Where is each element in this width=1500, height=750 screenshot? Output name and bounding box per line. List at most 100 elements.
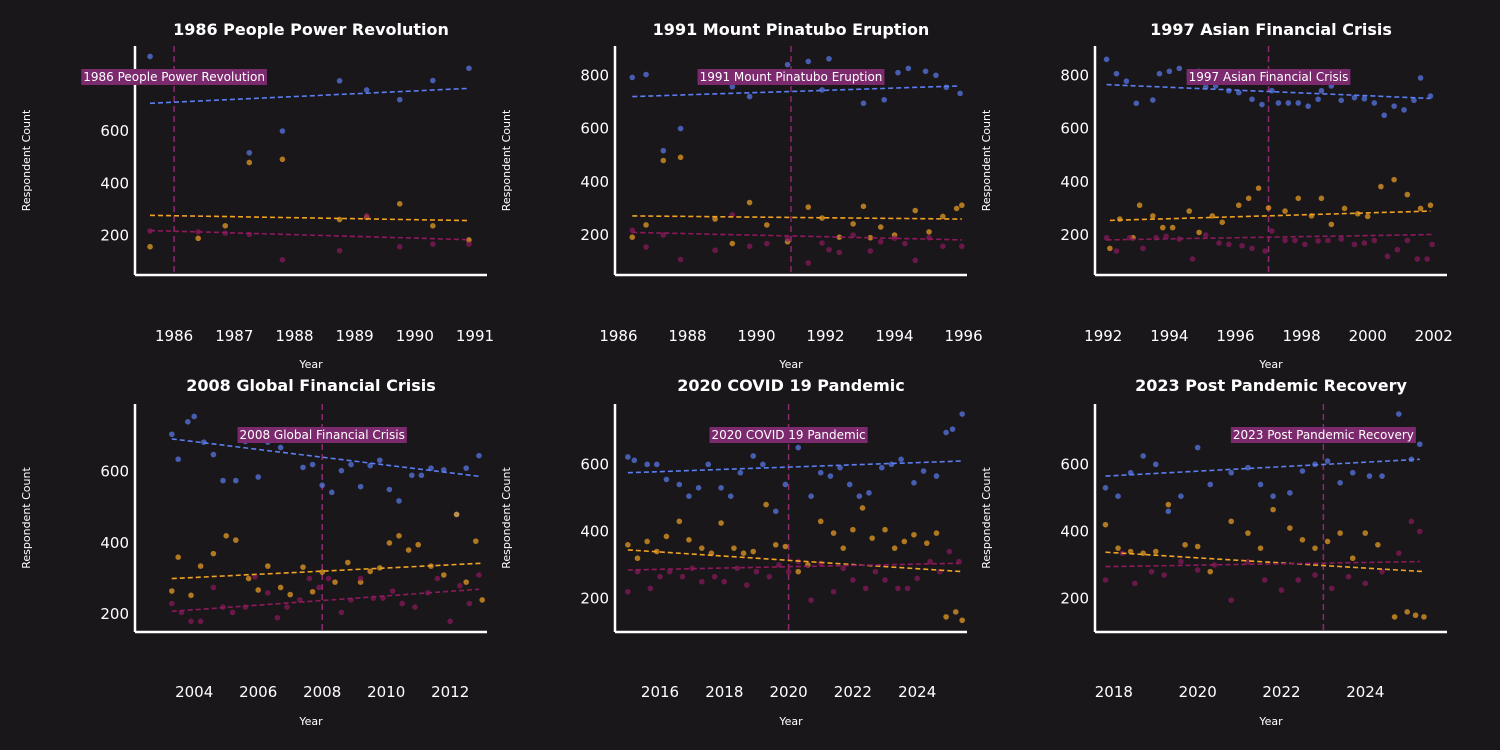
point-magenta [1226,241,1232,248]
point-orange [1404,609,1410,615]
point-magenta [959,243,965,250]
point-magenta [447,618,454,625]
point-magenta [784,236,791,242]
y-tick-label: 400 [100,174,129,192]
point-magenta [808,597,814,603]
point-magenta [840,565,847,572]
x-axis-label: Year [1258,715,1283,728]
y-tick-label: 400 [580,173,609,191]
point-orange [233,537,239,543]
x-tick-label: 1990 [737,327,775,345]
x-tick-label: 2018 [1095,683,1133,701]
point-magenta [1345,573,1352,580]
point-magenta [625,588,631,595]
point-blue [1417,75,1424,81]
point-blue [686,493,692,500]
point-orange [830,530,837,536]
point-magenta [336,247,343,254]
point-blue [1361,95,1368,102]
point-orange [1209,213,1216,219]
point-blue [625,454,631,460]
point-orange [644,538,650,545]
point-magenta [927,558,933,565]
trend-line-blue [149,87,469,105]
point-blue [695,485,702,491]
point-magenta [1371,237,1378,244]
point-blue [905,65,912,72]
point-magenta [1328,585,1335,592]
point-blue [750,453,757,459]
point-orange [660,157,667,164]
point-blue [837,464,843,471]
point-orange [1391,614,1398,620]
event-label: 1986 People Power Revolution [83,70,265,84]
point-orange [396,533,402,539]
point-blue [1270,493,1276,500]
point-magenta [1194,567,1201,573]
point-orange [882,526,888,533]
point-magenta [657,573,663,580]
point-magenta [325,575,332,582]
point-orange [959,617,965,624]
point-orange [1337,530,1343,536]
y-tick-label: 800 [580,66,609,84]
y-axis-label: Respondent Count [20,109,33,211]
point-magenta [764,240,770,247]
trend-line-magenta [1106,233,1433,241]
chart-title: 1986 People Power Revolution [173,20,449,39]
point-orange [1196,229,1202,236]
point-magenta [188,618,194,625]
point-orange [463,579,470,585]
x-axis-label: Year [298,715,323,728]
point-orange [1282,208,1288,214]
event-label-background [81,69,267,85]
point-magenta [1416,528,1423,535]
point-magenta [677,256,684,263]
point-magenta [357,575,364,582]
point-blue [1391,103,1397,109]
x-tick-label: 2024 [1346,683,1384,701]
point-magenta [785,568,792,575]
point-blue [727,493,734,500]
event-label: 1991 Mount Pinatubo Eruption [700,70,883,84]
x-tick-label: 1990 [396,327,434,345]
point-magenta [1216,240,1222,246]
point-blue [476,452,482,459]
point-blue [336,78,343,84]
point-orange [663,533,670,540]
y-tick-label: 200 [100,605,129,623]
point-blue [300,464,306,471]
point-orange [245,575,252,582]
point-magenta [862,585,869,592]
point-blue [430,77,436,84]
x-tick-label: 1998 [1282,327,1320,345]
point-blue [827,473,834,479]
x-tick-label: 2024 [898,683,936,701]
point-blue [1381,112,1388,119]
point-magenta [1113,248,1120,254]
point-magenta [1163,233,1169,240]
point-magenta [1325,237,1331,244]
point-orange [859,505,866,511]
point-orange [1295,195,1302,202]
point-orange [479,597,486,603]
point-magenta [316,584,322,591]
point-orange [869,535,875,541]
point-blue [1113,70,1120,77]
point-orange [764,222,770,228]
point-magenta [805,260,812,266]
point-blue [895,69,901,76]
point-magenta [1249,245,1255,252]
point-magenta [1302,241,1308,248]
point-orange [473,538,479,544]
point-blue [933,473,940,479]
point-blue [1176,65,1183,72]
point-blue [737,469,744,476]
point-blue [1226,87,1232,94]
point-blue [1285,100,1292,106]
point-blue [220,477,226,484]
point-magenta [229,609,236,616]
point-blue [338,467,345,474]
x-tick-label: 2022 [834,683,872,701]
